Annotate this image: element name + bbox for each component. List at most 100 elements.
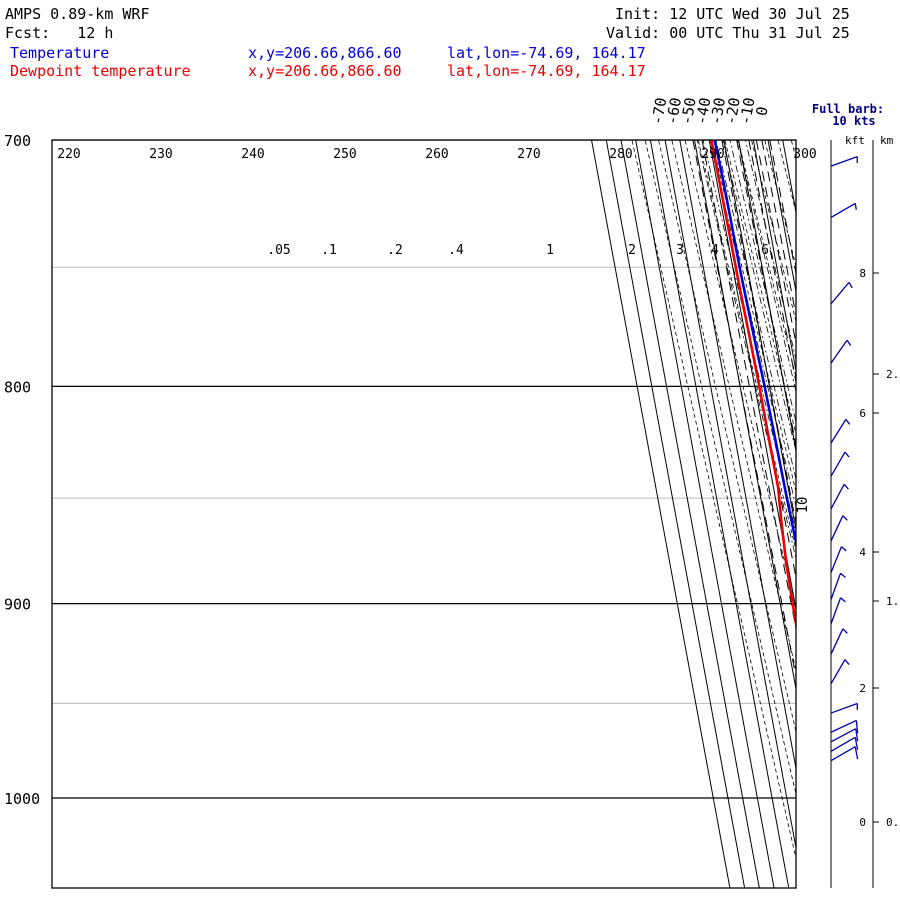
wind-barb-shaft [830,451,846,477]
wind-barb [830,202,857,218]
isotherm-line [693,140,796,692]
wind-barb-flag [855,720,859,734]
mixing-ratio-label: .4 [448,243,464,258]
kft-tick-label: 4 [859,546,866,559]
wind-barb [830,572,846,600]
wind-barb [830,659,850,685]
mixing-ratio-label: .2 [387,243,403,258]
temperature-tick-label: -70 [648,96,670,126]
wind-barb-shaft [830,746,856,762]
wind-barb-half-flag [854,203,857,210]
wind-barb [830,719,859,734]
wind-barb-half-flag [842,628,848,634]
mixing-ratio-line [692,140,796,680]
pressure-tick-label: 1000 [4,790,40,808]
moist-adiabat-line [737,140,796,394]
km-tick-label: 2. [886,368,899,381]
wind-barb-half-flag [840,572,846,578]
mixing-ratio-line [701,140,796,632]
init-time: Init: 12 UTC Wed 30 Jul 25 [615,5,850,23]
wind-barb-half-flag [848,282,853,289]
theta-label: 260 [425,147,448,162]
isotherm-line [811,135,900,893]
wind-barb [830,597,846,625]
isotherm-line [649,140,790,888]
wind-barb [830,628,848,655]
temperature-tick-label: -10 [736,96,758,126]
pressure-tick-label: 700 [4,132,31,150]
isotherm-line [796,135,900,893]
wind-barb [830,483,849,510]
isotherm-line [723,140,796,533]
theta-label: 230 [149,147,172,162]
kft-tick-label: 8 [859,267,866,280]
dry-adiabat-line [631,140,796,860]
dry-adiabat-line [644,140,796,796]
wind-barb-flag [854,737,859,750]
mixing-ratio-line [721,140,796,526]
temperature-tick-label: -30 [707,96,729,126]
wind-barb-flag [854,746,859,760]
temperature-tick-label: -60 [663,96,685,126]
wind-barb-shaft [830,659,846,685]
legend-temperature-xy: x,y=206.66,866.60 [248,44,402,62]
wind-barb-shaft [830,202,856,218]
wind-barb-shaft [830,628,844,655]
wind-barb [830,736,859,752]
wind-barb-half-flag [845,418,851,425]
fcst-value: 12 h [77,24,114,42]
wind-barb-half-flag [844,451,850,458]
wind-barb [830,515,848,542]
dry-adiabat-line [671,140,796,672]
wind-barb [830,339,852,364]
isotherm-line [620,140,760,888]
isotherm-line [708,140,796,613]
kft-tick-label: 2 [859,682,866,695]
temperature-tick-label: -40 [692,96,714,126]
valid-value: 00 UTC Thu 31 Jul 25 [669,24,850,42]
mixing-ratio-label: 4 [711,243,719,258]
mixing-ratio-label: .1 [321,243,337,258]
km-tick-label: 1. [886,595,899,608]
temperature-tick-label: 0 [752,105,771,117]
wind-barb-half-flag [841,546,847,552]
init-value: 12 UTC Wed 30 Jul 25 [669,5,850,23]
fcst-label: Fcst: [5,24,51,42]
wind-barb [830,418,851,444]
kft-tick-label: 0 [859,816,866,829]
wind-barb [830,702,858,714]
isotherm-line [591,140,731,888]
wind-barb [830,281,853,305]
wind-barb-half-flag [840,597,846,603]
moist-adiabat-line [729,140,796,424]
valid-time: Valid: 00 UTC Thu 31 Jul 25 [606,24,850,42]
wind-barb [830,155,858,167]
mixing-ratio-label: 3 [676,243,684,258]
theta-label: 220 [57,147,80,162]
moist-adiabat-line [696,140,796,561]
theta-label: 300 [793,147,816,162]
isotherm-line [767,140,796,295]
theta-label: 290 [701,147,724,162]
valid-label: Valid: [606,24,661,42]
barb-key-value: 10 kts [832,114,875,128]
wind-barb [830,451,850,477]
wind-barb-shaft [830,546,843,573]
theta-label: 280 [609,147,632,162]
temperature-profile [713,140,796,549]
dry-adiabat-line [658,140,796,734]
legend-temperature: Temperature [10,44,110,62]
wind-barb-shaft [830,483,845,510]
mixing-ratio-label: 1 [546,243,554,258]
isotherm-line [738,140,796,454]
dewpoint-profile [710,140,796,632]
wind-barb-shaft [830,419,847,444]
isotherm-value-label: 10 [795,497,811,514]
wind-barb-shaft [830,702,858,714]
theta-label: 250 [333,147,356,162]
forecast-hour: Fcst: 12 h [5,24,113,42]
barb-key-title: Full barb: [812,102,884,116]
kft-label: kft [845,134,865,147]
isotherm-line [826,135,900,893]
